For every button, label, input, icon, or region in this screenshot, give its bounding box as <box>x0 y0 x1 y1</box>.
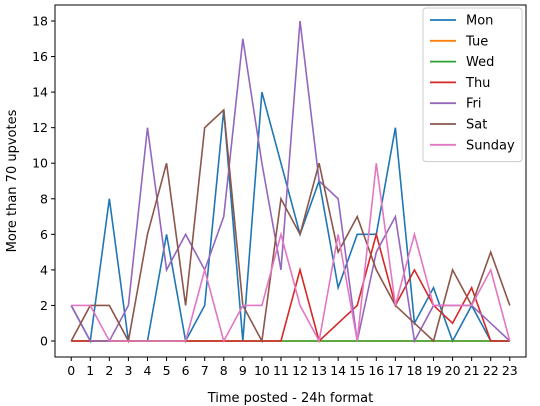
x-tick-label: 18 <box>406 363 422 378</box>
y-tick-label: 12 <box>32 120 48 135</box>
y-tick-label: 8 <box>40 191 48 206</box>
y-tick-label: 16 <box>32 49 48 64</box>
y-tick-label: 2 <box>40 298 48 313</box>
x-tick-label: 21 <box>464 363 480 378</box>
plot-frame <box>54 4 527 358</box>
x-tick-label: 22 <box>483 363 499 378</box>
y-tick-label: 14 <box>32 85 48 100</box>
x-tick-label: 10 <box>254 363 270 378</box>
x-axis-label: Time posted - 24h format <box>207 391 374 406</box>
x-tick-label: 15 <box>349 363 365 378</box>
x-tick-label: 1 <box>86 363 94 378</box>
y-axis-label: More than 70 upvotes <box>5 109 20 252</box>
x-tick-label: 7 <box>201 363 209 378</box>
x-tick-label: 20 <box>445 363 461 378</box>
series-line-thu <box>71 231 510 343</box>
y-axis: 0 2 4 6 8 10 12 14 16 18 <box>32 14 55 349</box>
x-tick-label: 0 <box>67 363 75 378</box>
y-tick-label: 10 <box>32 156 48 171</box>
x-tick-label: 19 <box>426 363 442 378</box>
y-tick-label: 4 <box>40 262 48 277</box>
x-tick-label: 17 <box>387 363 403 378</box>
x-tick-label: 13 <box>311 363 327 378</box>
series-line-sunday <box>71 163 511 344</box>
legend-label: Mon <box>466 14 493 29</box>
x-tick-label: 14 <box>330 363 346 378</box>
x-tick-label: 16 <box>368 363 384 378</box>
x-tick-label: 23 <box>502 363 518 378</box>
x-axis: 0 1 2 3 4 5 6 7 8 9 10 11 12 13 14 15 16 17 18 19 20 21 22 23 <box>67 357 518 378</box>
legend-label: Wed <box>466 55 494 70</box>
series-layer <box>70 20 511 344</box>
x-tick-label: 4 <box>144 363 152 378</box>
legend-label: Sunday <box>466 138 515 153</box>
y-tick-label: 18 <box>32 14 48 29</box>
legend-label: Fri <box>466 97 482 112</box>
x-tick-label: 6 <box>182 363 190 378</box>
legend-label: Tue <box>465 34 488 49</box>
x-tick-label: 5 <box>163 363 171 378</box>
y-tick-label: 6 <box>40 227 48 242</box>
legend: Mon Tue Wed Thu Fri Sat Sunday <box>422 7 523 163</box>
x-tick-label: 12 <box>292 363 308 378</box>
x-tick-label: 2 <box>105 363 113 378</box>
x-tick-label: 8 <box>220 363 228 378</box>
x-tick-label: 11 <box>273 363 289 378</box>
x-tick-label: 3 <box>124 363 132 378</box>
y-tick-label: 0 <box>40 334 48 349</box>
x-tick-label: 9 <box>239 363 247 378</box>
legend-label: Thu <box>465 76 490 91</box>
series-line-sat <box>70 108 511 344</box>
legend-label: Sat <box>466 118 487 133</box>
